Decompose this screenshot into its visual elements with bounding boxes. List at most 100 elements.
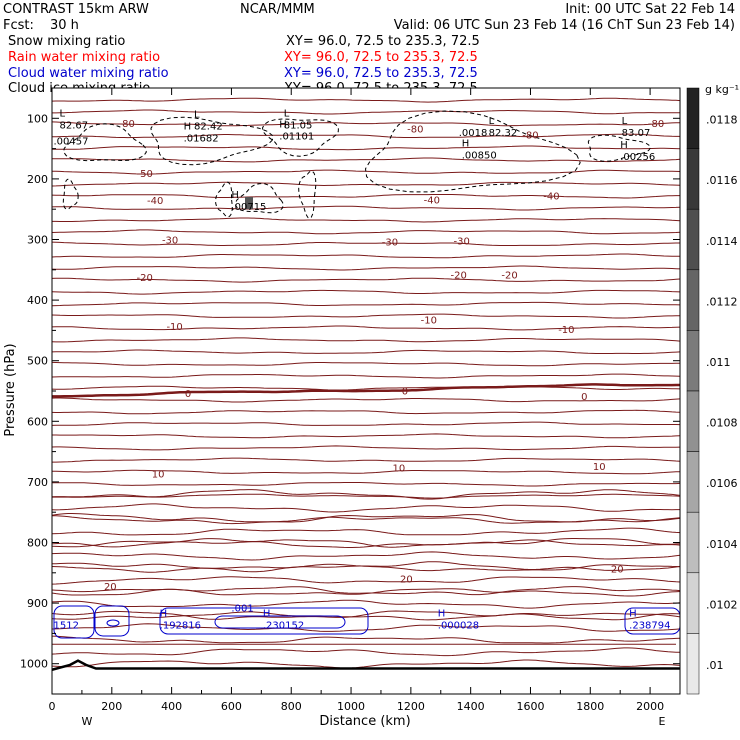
- east-end-label: E: [659, 715, 666, 728]
- x-tick-label: 0: [49, 700, 56, 713]
- x-tick-label: 2000: [636, 700, 664, 713]
- y-tick-label: 1000: [20, 658, 48, 671]
- extremum-value: .192816: [160, 620, 201, 631]
- isotherm-line: [51, 349, 681, 354]
- extremum-value: 82.67: [59, 120, 88, 131]
- x-tick-label: 400: [161, 700, 182, 713]
- y-tick-label: 400: [27, 294, 48, 307]
- colorbar-segment: [686, 208, 700, 271]
- colorbar-tick-label: .0112: [706, 295, 738, 308]
- colorbar-segment: [686, 148, 700, 210]
- y-axis-label: Pressure (hPa): [3, 343, 18, 436]
- contour-label: 20: [400, 574, 413, 585]
- isotherm-line: [52, 469, 681, 475]
- valid-label: Valid: 06 UTC Sun 23 Feb 14 (16 ChT Sun …: [394, 18, 735, 33]
- colorbar-tick-label: .0106: [706, 477, 738, 490]
- snow-ice-contour: [63, 123, 147, 162]
- isotherm-line: [51, 181, 681, 187]
- contour-label: 20: [104, 582, 117, 593]
- west-end-label: W: [82, 715, 93, 728]
- extremum-value: .238794: [629, 620, 670, 631]
- extremum-marker: H: [629, 608, 637, 619]
- snow-ice-contour: [298, 170, 317, 219]
- x-tick-label: 600: [221, 700, 242, 713]
- isotherm-line: [51, 527, 681, 536]
- contour-label: -20: [451, 271, 467, 282]
- isotherm-line: [51, 489, 681, 500]
- isotherm-line: [51, 635, 681, 644]
- extremum-value: .0018: [459, 128, 488, 139]
- isotherm-line: [52, 482, 681, 487]
- cloud-water-contour: [94, 605, 130, 637]
- isotherm-line: [51, 277, 681, 283]
- y-tick-label: 500: [27, 355, 48, 368]
- isotherm-line: [51, 325, 681, 331]
- axes: 0 200 400 600 800 1000 1200 1400 1600 1800 2000100…: [20, 87, 681, 713]
- snow-ice-contour: [261, 118, 339, 157]
- colorbar-tick-label: .0102: [706, 598, 738, 611]
- colorbar-unit: g kg⁻¹: [705, 83, 739, 96]
- colorbar: .0118 .0116 .0114 .0112 .011 .0108 .0106 .0104.…: [686, 87, 738, 695]
- colorbar-segment: [686, 87, 700, 149]
- isotherm-line: [51, 538, 681, 548]
- isotherm-line: [51, 205, 681, 211]
- colorbar-tick-label: .011: [706, 356, 731, 369]
- isotherm-line: [52, 457, 681, 463]
- x-tick-label: 1400: [457, 700, 485, 713]
- extremum-marker: L: [489, 116, 495, 127]
- isotherm-line: [51, 421, 681, 426]
- colorbar-segment: [686, 269, 700, 331]
- isotherm-line: [51, 599, 681, 609]
- isotherm-line: [51, 513, 681, 523]
- isotherm-line: [51, 373, 681, 379]
- y-tick-label: 300: [27, 234, 48, 247]
- isotherm-line: [51, 253, 680, 259]
- extremum-value: 83.07: [622, 128, 651, 139]
- colorbar-tick-label: .0118: [706, 114, 738, 127]
- extremum-value: .01101: [279, 131, 314, 142]
- y-tick-label: 700: [27, 476, 48, 489]
- snow-ice-contour: [62, 178, 79, 210]
- isotherm-line: [51, 97, 681, 103]
- isotherm-line: [51, 313, 681, 319]
- colorbar-tick-label: .0114: [706, 235, 738, 248]
- field-cloudwater-name: Cloud water mixing ratio: [8, 66, 169, 81]
- contour-label: 0: [402, 386, 408, 397]
- isotherm-line: [51, 647, 681, 657]
- extremum-value: .00256: [620, 152, 655, 163]
- extremum-marker: H: [184, 122, 192, 133]
- x-tick-label: 1800: [576, 700, 604, 713]
- field-cloudwater-xy: XY= 96.0, 72.5 to 235.3, 72.5: [284, 66, 478, 81]
- contour-label: -80: [119, 119, 135, 130]
- fcst-value: 30 h: [50, 18, 79, 33]
- colorbar-tick-label: .0108: [706, 417, 738, 430]
- y-tick-label: 800: [27, 537, 48, 550]
- snow-ice-contour: [215, 181, 233, 218]
- cloud-water-contour: [159, 607, 369, 635]
- extremum-marker: L: [194, 110, 200, 121]
- isotherm-line: [51, 586, 681, 596]
- freezing-level-line: [52, 383, 680, 398]
- snow-ice-contour: [364, 110, 581, 193]
- cloud-water-contour: [214, 615, 346, 629]
- contour-label: -80: [407, 125, 423, 136]
- contour-label: -20: [137, 273, 153, 284]
- colorbar-segment: [686, 633, 700, 695]
- contour-labels: -80 -80 -80 -80 -50 -40 -40 -40 -30 -30 -30 -20 -20 -…: [104, 119, 664, 593]
- extremum-value: .000028: [438, 620, 479, 631]
- field-rain-name: Rain water mixing ratio: [8, 50, 160, 65]
- extremum-marker: H: [462, 139, 470, 150]
- isotherm-line: [51, 445, 681, 451]
- contour-label: -40: [543, 191, 559, 202]
- snow-ice-contour: [587, 134, 651, 162]
- isotherm-line: [51, 194, 680, 199]
- y-tick-label: 100: [27, 112, 48, 125]
- extremum-value: .230152: [263, 620, 304, 631]
- contour-label: -30: [382, 237, 398, 248]
- field-snow-xy: XY= 96.0, 72.5 to 235.3, 72.5: [286, 34, 480, 49]
- x-tick-label: 1000: [337, 700, 365, 713]
- contour-label: -80: [522, 131, 538, 142]
- isotherm-line: [51, 503, 680, 513]
- contour-label: 0: [185, 389, 191, 400]
